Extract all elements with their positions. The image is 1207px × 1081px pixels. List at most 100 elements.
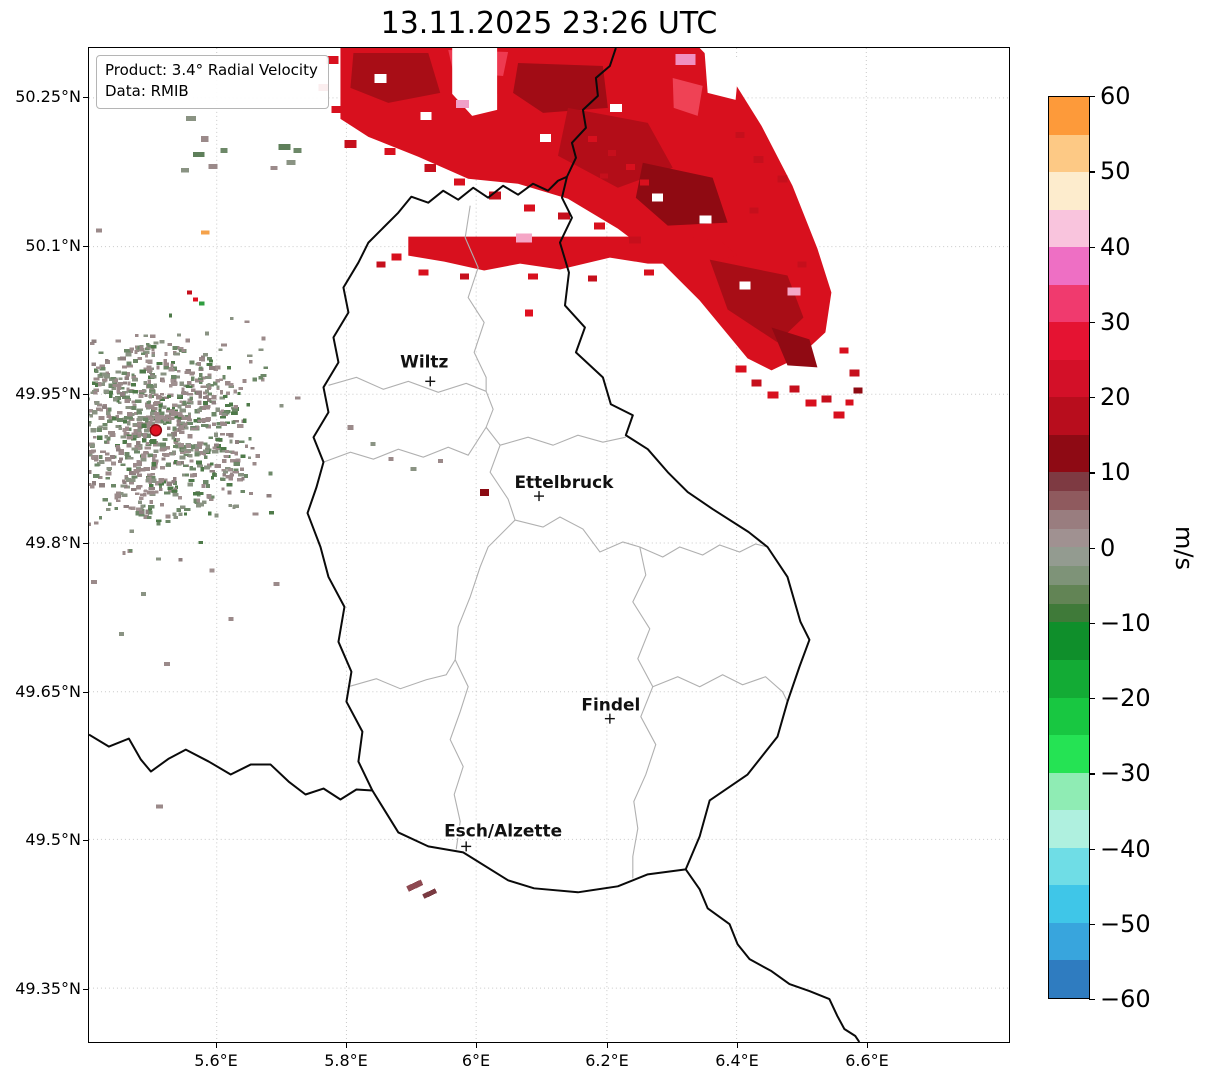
colorbar-tick-label: −20 — [1100, 684, 1151, 712]
y-tick-mark — [83, 246, 88, 248]
echo-dark — [635, 162, 728, 226]
x-tick-mark — [216, 1043, 218, 1048]
colorbar-segment — [1049, 284, 1089, 323]
colorbar-tick-mark — [1089, 321, 1095, 324]
colorbar-tick-mark — [1089, 848, 1095, 850]
colorbar-tick-label: −10 — [1100, 608, 1151, 637]
colorbar-tick-label: 30 — [1100, 307, 1131, 336]
colorbar-tick-mark — [1089, 999, 1095, 1001]
x-tick-label: 6.4°E — [715, 1051, 759, 1070]
colorbar-tick-mark — [1089, 397, 1095, 399]
colorbar-segment — [1049, 434, 1089, 473]
echo-dark — [709, 259, 804, 343]
echo-dark — [771, 327, 818, 368]
colorbar-segment — [1049, 491, 1089, 510]
colorbar — [1048, 96, 1090, 999]
y-tick-mark — [83, 543, 88, 545]
echo-dark — [513, 62, 608, 113]
x-tick-label: 6°E — [461, 1051, 491, 1070]
echo-dark — [350, 52, 441, 103]
echo-hole — [704, 52, 740, 100]
colorbar-segment — [1049, 735, 1089, 773]
country-border — [89, 733, 373, 801]
radar-site-marker — [149, 423, 163, 437]
colorbar-segment — [1049, 547, 1089, 567]
district-border — [328, 376, 487, 393]
colorbar-segment — [1049, 922, 1089, 961]
district-border — [652, 674, 788, 702]
colorbar-tick-label: 40 — [1100, 232, 1131, 261]
colorbar-segment — [1049, 397, 1089, 435]
y-tick-mark — [83, 692, 88, 694]
colorbar-segment — [1049, 960, 1089, 998]
colorbar-segment — [1049, 134, 1089, 173]
colorbar-tick-label: −50 — [1100, 909, 1151, 938]
colorbar-gradient — [1049, 97, 1089, 998]
colorbar-segment — [1049, 810, 1089, 848]
city-label: Esch/Alzette — [444, 820, 562, 840]
district-border — [449, 445, 516, 850]
product-info-box: Product: 3.4° Radial Velocity Data: RMIB — [96, 55, 329, 109]
colorbar-tick-mark — [1089, 622, 1095, 625]
colorbar-segment — [1049, 847, 1089, 886]
colorbar-tick-label: −60 — [1100, 985, 1151, 1013]
colorbar-segment — [1049, 566, 1089, 585]
x-tick-mark — [346, 1043, 348, 1048]
y-tick-mark — [83, 840, 88, 842]
colorbar-segment — [1049, 172, 1089, 210]
colorbar-segment — [1049, 659, 1089, 698]
colorbar-segment — [1049, 697, 1089, 736]
figure-title: 13.11.2025 23:26 UTC — [380, 6, 718, 41]
colorbar-tick-mark — [1089, 171, 1095, 173]
colorbar-segment — [1049, 622, 1089, 660]
district-border — [323, 426, 487, 463]
echo-bright — [672, 77, 703, 116]
echo-band — [408, 236, 738, 271]
y-tick-label: 50.25°N — [15, 87, 81, 106]
colorbar-tick-mark — [1089, 472, 1095, 474]
colorbar-tick-mark — [1089, 923, 1095, 926]
colorbar-segment — [1049, 97, 1089, 135]
country-border — [566, 48, 617, 178]
colorbar-tick-mark — [1089, 96, 1095, 98]
colorbar-tick-mark — [1089, 246, 1095, 248]
y-tick-mark — [83, 394, 88, 396]
x-tick-label: 6.2°E — [585, 1051, 629, 1070]
colorbar-segment — [1049, 772, 1089, 811]
map-plot-area: Wiltz Ettelbruck Findel Esch/Alzette Produc… — [88, 47, 1010, 1043]
y-tick-label: 49.35°N — [15, 979, 81, 998]
colorbar-segment — [1049, 528, 1089, 548]
city-label: Wiltz — [400, 351, 448, 371]
colorbar-tick-label: 0 — [1100, 533, 1116, 562]
colorbar-tick-label: −40 — [1100, 834, 1151, 863]
country-border — [684, 868, 861, 1042]
district-border — [632, 546, 657, 879]
colorbar-tick-label: 10 — [1100, 458, 1131, 487]
radar-echo-pixels — [90, 53, 863, 899]
colorbar-tick-mark — [1089, 698, 1095, 700]
district-border — [499, 434, 626, 446]
colorbar-segment — [1049, 509, 1089, 529]
colorbar-tick-label: 60 — [1100, 82, 1131, 110]
product-name: Product: 3.4° Radial Velocity — [105, 61, 318, 79]
y-tick-label: 49.65°N — [15, 682, 81, 701]
data-source: Data: RMIB — [105, 82, 189, 100]
colorbar-tick-mark — [1089, 547, 1095, 549]
y-tick-label: 49.8°N — [25, 533, 81, 552]
country-border — [306, 175, 811, 894]
colorbar-tick-label: 50 — [1100, 157, 1131, 186]
y-tick-mark — [83, 97, 88, 99]
x-tick-label: 6.6°E — [845, 1051, 889, 1070]
x-tick-label: 5.6°E — [194, 1051, 238, 1070]
x-tick-label: 5.8°E — [324, 1051, 368, 1070]
x-tick-mark — [607, 1043, 609, 1048]
colorbar-tick-label: 20 — [1100, 383, 1131, 411]
colorbar-segment — [1049, 584, 1089, 604]
district-border — [348, 659, 456, 690]
city-label: Ettelbruck — [514, 472, 614, 492]
echo-storm-mass — [340, 48, 832, 371]
y-tick-label: 49.95°N — [15, 384, 81, 403]
y-tick-label: 49.5°N — [25, 830, 81, 849]
colorbar-segment — [1049, 209, 1089, 248]
